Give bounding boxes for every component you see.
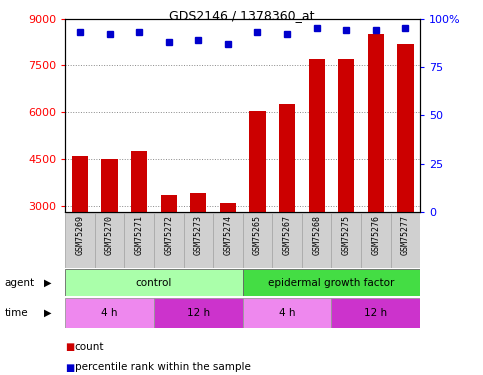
Text: ■: ■ (65, 363, 74, 372)
Bar (279, 104, 295, 212)
Bar (331, 298, 420, 327)
Bar (272, 213, 302, 268)
Bar (154, 298, 243, 327)
Text: GSM75268: GSM75268 (312, 215, 321, 255)
Bar (309, 59, 325, 212)
Text: GDS2146 / 1378360_at: GDS2146 / 1378360_at (169, 9, 314, 22)
Text: GSM75277: GSM75277 (401, 215, 410, 255)
Bar (242, 298, 331, 327)
Text: GSM75275: GSM75275 (342, 215, 351, 255)
Bar (331, 213, 361, 268)
Bar (361, 213, 391, 268)
Bar (213, 213, 242, 268)
Bar (65, 213, 95, 268)
Text: GSM75274: GSM75274 (224, 215, 232, 255)
Bar (391, 213, 420, 268)
Bar (72, 156, 88, 212)
Bar (242, 269, 420, 296)
Text: time: time (5, 308, 28, 318)
Text: percentile rank within the sample: percentile rank within the sample (75, 363, 251, 372)
Text: control: control (136, 278, 172, 288)
Text: 4 h: 4 h (101, 308, 118, 318)
Bar (249, 111, 266, 212)
Text: GSM75272: GSM75272 (164, 215, 173, 255)
Bar (220, 202, 236, 212)
Text: GSM75271: GSM75271 (135, 215, 143, 255)
Bar (368, 34, 384, 212)
Text: GSM75265: GSM75265 (253, 215, 262, 255)
Text: GSM75267: GSM75267 (283, 215, 292, 255)
Text: GSM75269: GSM75269 (75, 215, 85, 255)
Text: ▶: ▶ (43, 278, 51, 288)
Bar (154, 213, 184, 268)
Bar (302, 213, 331, 268)
Text: 4 h: 4 h (279, 308, 295, 318)
Bar (190, 193, 206, 212)
Text: 12 h: 12 h (187, 308, 210, 318)
Text: agent: agent (5, 278, 35, 288)
Text: ▶: ▶ (43, 308, 51, 318)
Bar (65, 269, 242, 296)
Bar (131, 151, 147, 212)
Text: count: count (75, 342, 104, 352)
Text: GSM75273: GSM75273 (194, 215, 203, 255)
Bar (161, 195, 177, 212)
Bar (65, 298, 154, 327)
Bar (95, 213, 125, 268)
Bar (242, 213, 272, 268)
Bar (125, 213, 154, 268)
Text: ■: ■ (65, 342, 74, 352)
Text: GSM75276: GSM75276 (371, 215, 380, 255)
Text: 12 h: 12 h (364, 308, 387, 318)
Bar (338, 59, 355, 212)
Bar (101, 159, 118, 212)
Bar (398, 44, 413, 212)
Bar (184, 213, 213, 268)
Text: epidermal growth factor: epidermal growth factor (268, 278, 395, 288)
Text: GSM75270: GSM75270 (105, 215, 114, 255)
